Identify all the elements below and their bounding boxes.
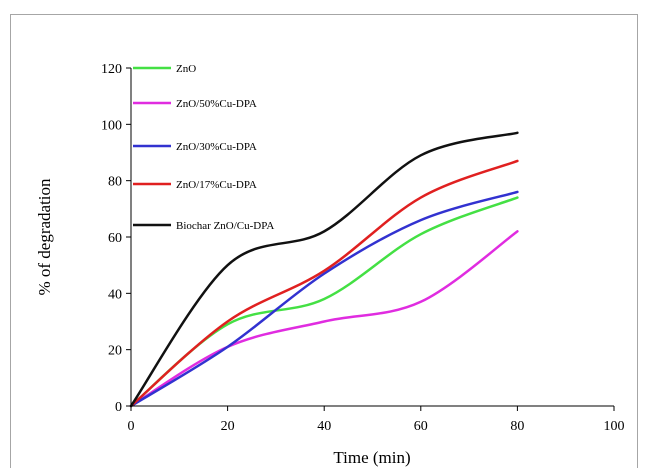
series-line-2	[129, 190, 519, 408]
axes-layer	[130, 68, 614, 407]
x-tick-label: 0	[128, 419, 135, 434]
legend-label-1: ZnO/50%Cu-DPA	[176, 98, 257, 110]
x-axis-title: Time (min)	[333, 448, 410, 467]
series-line-3	[129, 159, 519, 408]
y-tick-label: 40	[108, 287, 122, 302]
x-tick-label: 60	[414, 419, 428, 434]
series-line-4	[129, 131, 519, 408]
series-layer	[129, 131, 519, 408]
chart-frame	[10, 14, 638, 468]
y-tick-label: 120	[101, 62, 122, 77]
legend-label-3: ZnO/17%Cu-DPA	[176, 179, 257, 191]
x-tick-label: 80	[510, 419, 524, 434]
y-tick-label: 60	[108, 231, 122, 246]
x-tick-label: 40	[317, 419, 331, 434]
legend-label-0: ZnO	[176, 63, 196, 75]
legend-label-2: ZnO/30%Cu-DPA	[176, 141, 257, 153]
x-tick-label: 100	[604, 419, 625, 434]
y-tick-label: 100	[101, 118, 122, 133]
ticks-layer: 0 20 40 60 80 100 120 0 20 40 60 80 100	[101, 62, 625, 434]
y-tick-label: 80	[108, 175, 122, 190]
series-line-1	[129, 230, 519, 408]
y-tick-label: 0	[115, 400, 122, 415]
legend-label-4: Biochar ZnO/Cu-DPA	[176, 220, 274, 232]
legend: ZnO ZnO/50%Cu-DPA ZnO/30%Cu-DPA ZnO/17%Cu-D…	[133, 63, 274, 232]
y-tick-label: 20	[108, 344, 122, 359]
y-axis-title: % of degradation	[35, 178, 54, 296]
x-tick-label: 20	[221, 419, 235, 434]
